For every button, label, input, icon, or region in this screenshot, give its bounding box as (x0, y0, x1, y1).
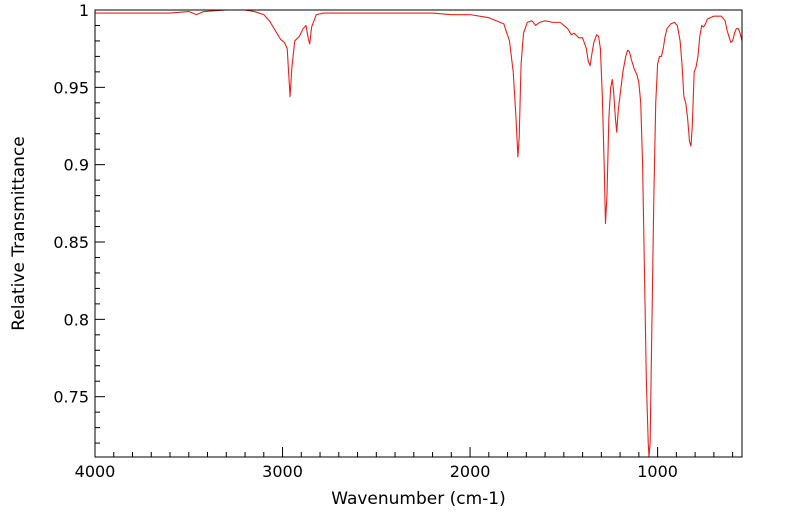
y-tick-label: 0.8 (64, 310, 89, 329)
y-tick-label: 1 (79, 1, 89, 20)
plot-area (95, 9, 743, 458)
x-axis-title: Wavenumber (cm-1) (331, 489, 506, 509)
y-tick-label: 0.95 (53, 78, 89, 97)
x-tick-label: 2000 (450, 462, 491, 481)
y-tick-label: 0.75 (53, 388, 89, 407)
y-tick-label: 0.9 (64, 156, 89, 175)
spectrum-line (95, 9, 743, 458)
x-tick-label: 3000 (262, 462, 303, 481)
y-tick-label: 0.85 (53, 233, 89, 252)
plot-frame (94, 9, 743, 458)
tick-labels: 4000 3000 2000 1000 1 0.95 0.9 0.85 0.8 0.75 (53, 1, 678, 481)
x-tick-label: 1000 (637, 462, 678, 481)
axis-ticks (94, 9, 734, 457)
y-axis-title: Relative Transmittance (9, 136, 29, 331)
x-tick-label: 4000 (75, 462, 116, 481)
